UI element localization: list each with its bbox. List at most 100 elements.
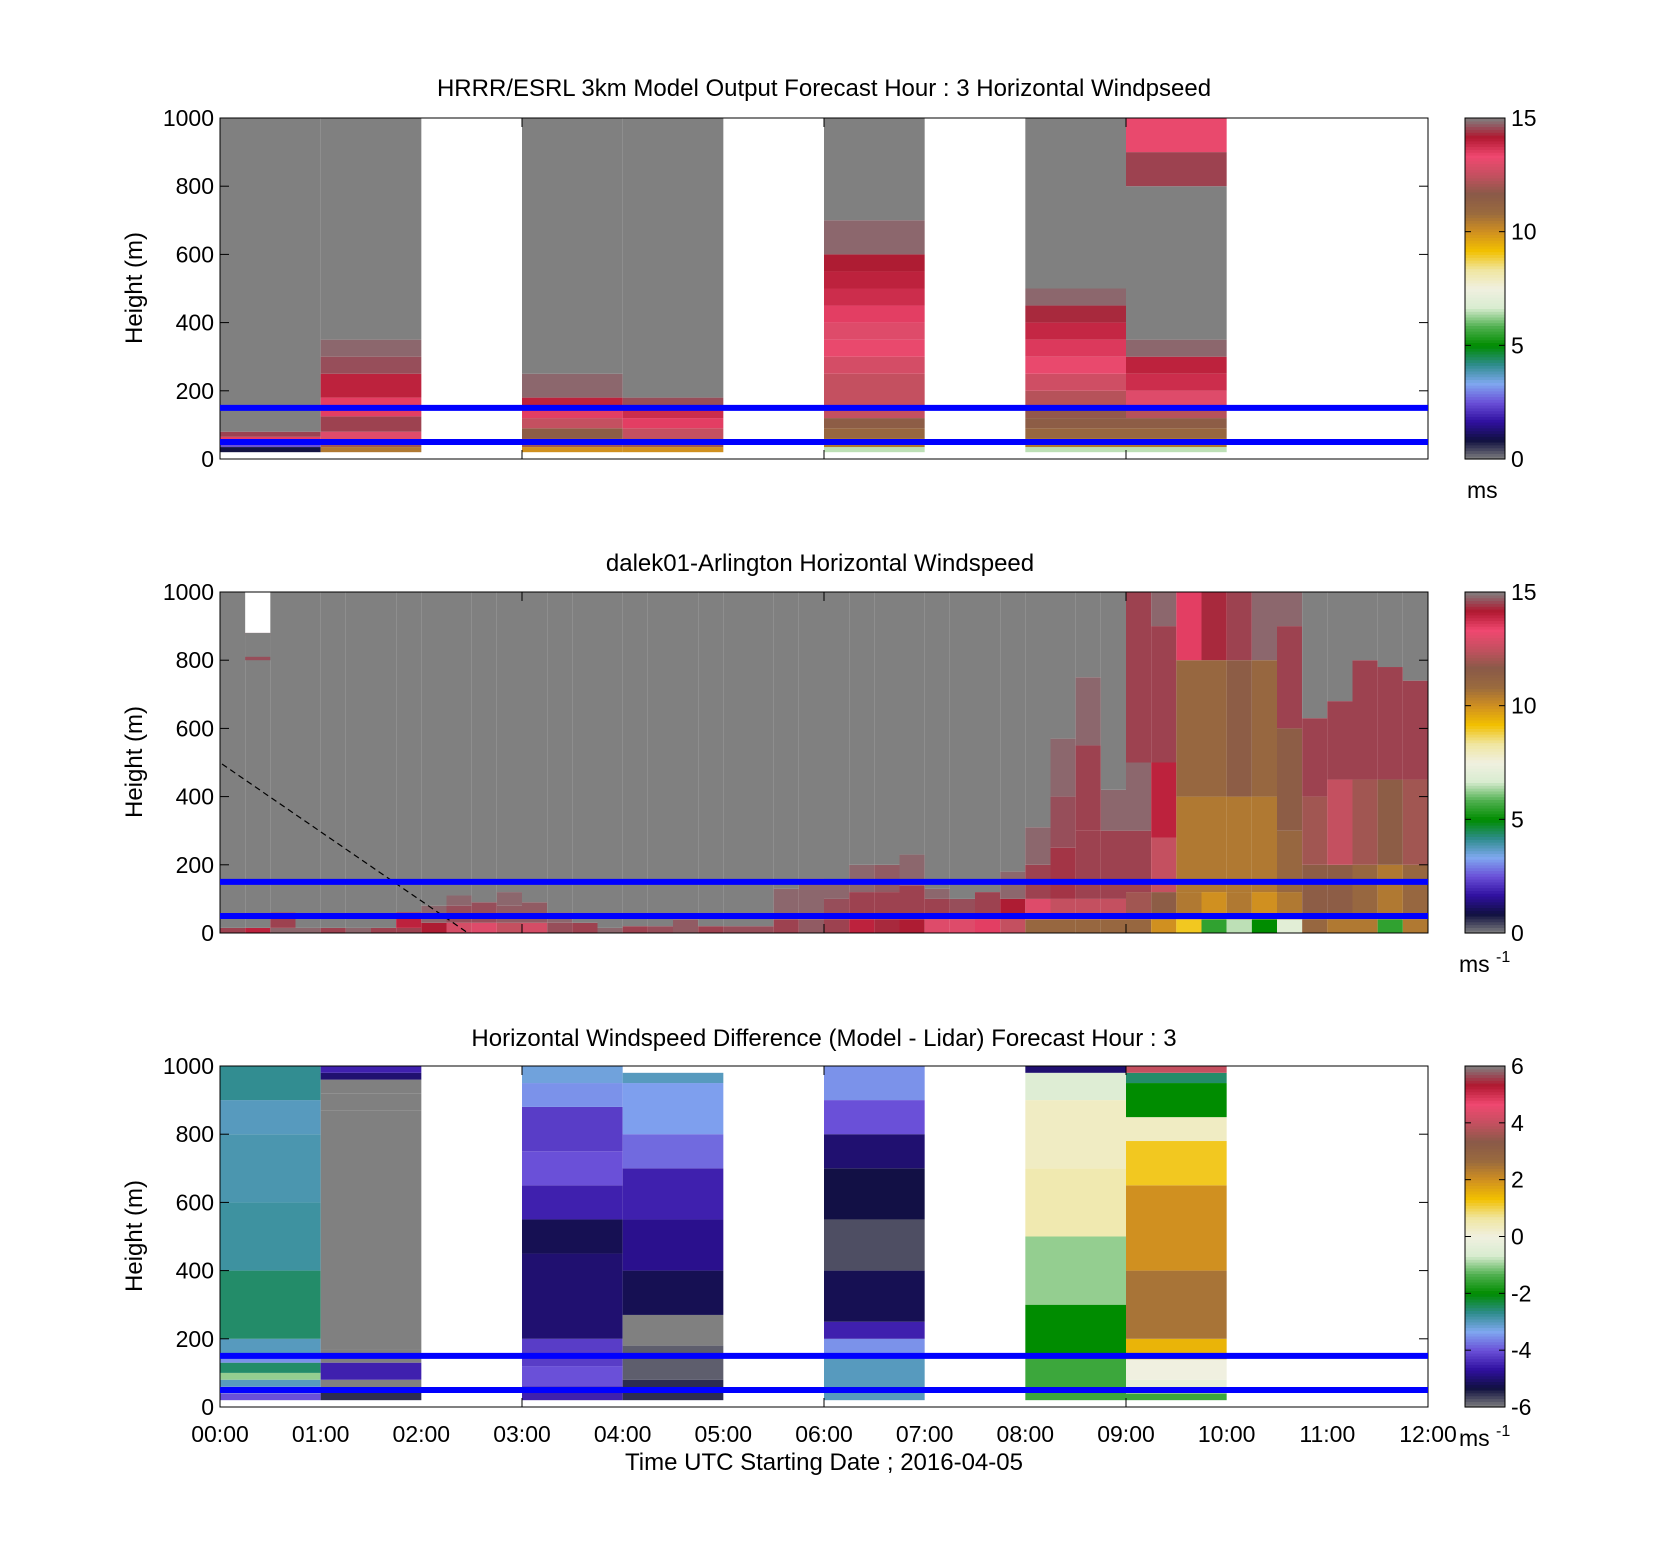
colorbar-segment — [1465, 1196, 1505, 1201]
colorbar-segment — [1465, 240, 1505, 244]
colorbar-segment — [1465, 907, 1505, 911]
colorbar-segment — [1465, 331, 1505, 335]
colorbar-segment — [1465, 1344, 1505, 1348]
heatmap-cell — [522, 1106, 623, 1152]
colorbar-segment — [1465, 887, 1505, 891]
heatmap-cell — [824, 447, 925, 453]
heatmap-cell — [622, 428, 724, 439]
colorbar-segment — [1465, 413, 1505, 417]
heatmap-cell — [1226, 660, 1252, 797]
heatmap-cell — [622, 1134, 724, 1169]
heatmap-cell — [245, 656, 271, 661]
colorbar-segment — [1465, 339, 1505, 344]
colorbar-segment — [1465, 305, 1505, 309]
colorbar-segment — [1465, 1134, 1505, 1138]
heatmap-cell — [622, 118, 724, 398]
colorbar-segment — [1465, 1131, 1505, 1135]
colorbar-segment — [1465, 1216, 1505, 1221]
colorbar-segment — [1465, 243, 1505, 247]
colorbar-segment — [1465, 1219, 1505, 1223]
colorbar-segment — [1465, 1094, 1505, 1098]
colorbar-segment — [1465, 796, 1505, 801]
heatmap-cell — [522, 1151, 623, 1186]
colorbar-segment — [1465, 1313, 1505, 1317]
colorbar-segment — [1465, 677, 1505, 681]
colorbar-segment — [1465, 785, 1505, 789]
colorbar-segment — [1465, 918, 1505, 923]
x-tick-label: 05:00 — [695, 1421, 753, 1447]
colorbar-segment — [1465, 1279, 1505, 1283]
heatmap-cell — [874, 864, 900, 893]
heatmap-cell — [220, 927, 246, 933]
colorbar-segment — [1465, 1230, 1505, 1235]
colorbar-segment — [1465, 302, 1505, 307]
colorbar-segment — [1465, 322, 1505, 327]
heatmap-cell — [1277, 728, 1303, 831]
colorbar-segment — [1465, 319, 1505, 324]
colorbar-segment — [1465, 277, 1505, 281]
colorbar-segment — [1465, 1077, 1505, 1081]
colorbar-segment — [1465, 873, 1505, 877]
heatmap-cell — [1151, 592, 1177, 627]
heatmap-cell — [824, 1270, 925, 1322]
colorbar-segment — [1465, 1185, 1505, 1189]
colorbar-segment — [1465, 174, 1505, 179]
colorbar-segment — [1465, 594, 1505, 599]
colorbar-segment — [1465, 1267, 1505, 1272]
colorbar-segment — [1465, 279, 1505, 284]
heatmap-cell — [1402, 864, 1428, 920]
colorbar-tick-label: 15 — [1511, 579, 1537, 605]
heatmap-cell — [1025, 827, 1051, 865]
colorbar-segment — [1465, 342, 1505, 346]
colorbar-segment — [1465, 1284, 1505, 1289]
colorbar-tick-label: 6 — [1511, 1053, 1524, 1079]
colorbar-segment — [1465, 385, 1505, 389]
colorbar-segment — [1465, 1179, 1505, 1184]
heatmap-cell — [1402, 779, 1428, 865]
colorbar-segment — [1465, 810, 1505, 815]
colorbar-segment — [1465, 836, 1505, 840]
y-ticks: 0 200 400 600 800 1000 — [163, 579, 1428, 946]
colorbar-segment — [1465, 353, 1505, 358]
heatmap-cell — [295, 927, 321, 933]
colorbar-segment — [1465, 405, 1505, 409]
colorbar-segment — [1465, 183, 1505, 187]
panel-title: HRRR/ESRL 3km Model Output Forecast Hour… — [437, 75, 1211, 102]
colorbar-segment — [1465, 603, 1505, 607]
panel-model: HRRR/ESRL 3km Model Output Forecast Hour… — [121, 75, 1537, 503]
colorbar-segment — [1465, 924, 1505, 928]
colorbar-segment — [1465, 1341, 1505, 1346]
colorbar-segment — [1465, 140, 1505, 145]
heatmap-cell — [220, 592, 246, 928]
heatmap-cell — [220, 447, 321, 453]
heatmap-cell — [849, 919, 875, 933]
colorbar-segment — [1465, 1074, 1505, 1078]
heatmap-cell — [1126, 1270, 1227, 1339]
colorbar-segment — [1465, 1213, 1505, 1218]
heatmap-cell — [320, 1093, 422, 1111]
colorbar-segment — [1465, 748, 1505, 752]
colorbar-unit: ms — [1459, 1425, 1490, 1451]
colorbar-segment — [1465, 1299, 1505, 1303]
colorbar-segment — [1465, 915, 1505, 920]
heatmap-cell — [220, 1355, 321, 1363]
colorbar-segment — [1465, 1154, 1505, 1158]
heatmap-cell — [547, 922, 573, 933]
heatmap-area — [220, 592, 1428, 933]
heatmap-cell — [1377, 592, 1403, 668]
colorbar-segment — [1465, 146, 1505, 150]
colorbar-segment — [1465, 1199, 1505, 1203]
colorbar-segment — [1465, 157, 1505, 162]
colorbar-segment — [1465, 1173, 1505, 1178]
colorbar-segment — [1465, 816, 1505, 820]
colorbar-segment — [1465, 1145, 1505, 1150]
colorbar-segment — [1465, 776, 1505, 781]
colorbar-segment — [1465, 1171, 1505, 1175]
heatmap-cell — [1025, 418, 1126, 429]
heatmap-cell — [1025, 339, 1126, 357]
colorbar-segment — [1465, 711, 1505, 715]
heatmap-cell — [1025, 305, 1126, 323]
colorbar-segment — [1465, 1245, 1505, 1249]
colorbar-segment — [1465, 1156, 1505, 1161]
